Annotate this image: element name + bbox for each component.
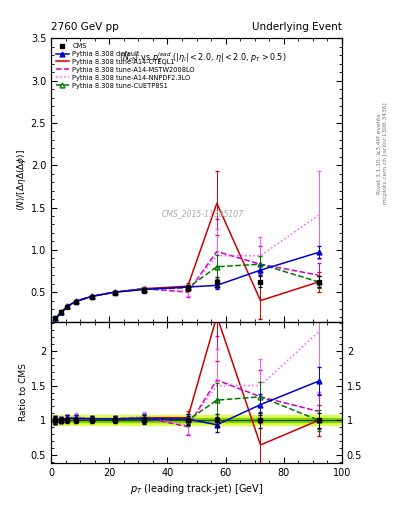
Pythia 8.308 tune-A14-NNPDF2.3LO — [73, 297, 78, 304]
Pythia 8.308 tune-A14-NNPDF2.3LO — [113, 289, 118, 295]
Pythia 8.308 tune-CUETP8S1 — [215, 264, 219, 270]
Line: Pythia 8.308 tune-A14-MSTW2008LO: Pythia 8.308 tune-A14-MSTW2008LO — [55, 251, 319, 318]
Pythia 8.308 default — [73, 298, 78, 305]
Pythia 8.308 tune-A14-NNPDF2.3LO — [90, 293, 94, 300]
Pythia 8.308 tune-A14-MSTW2008LO — [185, 289, 190, 295]
Pythia 8.308 tune-A14-CTEQL1 — [59, 309, 64, 315]
Y-axis label: Ratio to CMS: Ratio to CMS — [19, 364, 28, 421]
Pythia 8.308 tune-A14-MSTW2008LO — [59, 309, 64, 315]
Pythia 8.308 tune-A14-CTEQL1 — [73, 298, 78, 305]
Pythia 8.308 tune-A14-MSTW2008LO — [215, 248, 219, 254]
Pythia 8.308 tune-CUETP8S1 — [59, 309, 64, 315]
Pythia 8.308 tune-CUETP8S1 — [142, 286, 147, 292]
Pythia 8.308 tune-A14-NNPDF2.3LO — [258, 252, 263, 259]
Text: 2760 GeV pp: 2760 GeV pp — [51, 22, 119, 32]
Pythia 8.308 tune-A14-CTEQL1 — [53, 315, 58, 322]
Pythia 8.308 default — [113, 289, 118, 295]
Pythia 8.308 tune-A14-MSTW2008LO — [90, 293, 94, 300]
Bar — [51, 418, 342, 422]
Text: Rivet 3.1.10, ≥3.4M events: Rivet 3.1.10, ≥3.4M events — [377, 113, 382, 194]
Pythia 8.308 tune-CUETP8S1 — [316, 279, 321, 285]
Pythia 8.308 tune-A14-NNPDF2.3LO — [59, 309, 64, 315]
Pythia 8.308 tune-A14-MSTW2008LO — [65, 304, 70, 310]
Pythia 8.308 tune-A14-NNPDF2.3LO — [53, 315, 58, 322]
Pythia 8.308 tune-A14-MSTW2008LO — [142, 286, 147, 292]
Pythia 8.308 tune-A14-CTEQL1 — [316, 279, 321, 285]
Pythia 8.308 tune-A14-CTEQL1 — [215, 200, 219, 206]
Pythia 8.308 default — [316, 249, 321, 255]
Line: Pythia 8.308 tune-A14-NNPDF2.3LO: Pythia 8.308 tune-A14-NNPDF2.3LO — [55, 215, 319, 318]
Pythia 8.308 tune-A14-CTEQL1 — [113, 289, 118, 295]
Pythia 8.308 tune-CUETP8S1 — [90, 293, 94, 300]
Pythia 8.308 default — [53, 315, 58, 322]
Pythia 8.308 default — [90, 293, 94, 300]
Pythia 8.308 tune-A14-CTEQL1 — [142, 286, 147, 292]
Pythia 8.308 tune-A14-MSTW2008LO — [73, 298, 78, 305]
X-axis label: $p_T$ (leading track-jet) [GeV]: $p_T$ (leading track-jet) [GeV] — [130, 482, 263, 497]
Pythia 8.308 default — [65, 304, 70, 310]
Text: mcplots.cern.ch [arXiv:1306.3436]: mcplots.cern.ch [arXiv:1306.3436] — [383, 103, 387, 204]
Text: Underlying Event: Underlying Event — [252, 22, 342, 32]
Pythia 8.308 tune-A14-CTEQL1 — [258, 297, 263, 304]
Pythia 8.308 tune-A14-MSTW2008LO — [316, 272, 321, 278]
Pythia 8.308 tune-A14-NNPDF2.3LO — [316, 212, 321, 218]
Line: Pythia 8.308 tune-A14-CTEQL1: Pythia 8.308 tune-A14-CTEQL1 — [55, 203, 319, 318]
Pythia 8.308 tune-A14-NNPDF2.3LO — [65, 304, 70, 310]
Pythia 8.308 tune-CUETP8S1 — [113, 289, 118, 295]
Pythia 8.308 tune-CUETP8S1 — [53, 315, 58, 322]
Pythia 8.308 default — [59, 309, 64, 315]
Pythia 8.308 tune-A14-NNPDF2.3LO — [215, 252, 219, 259]
Pythia 8.308 tune-CUETP8S1 — [65, 304, 70, 310]
Pythia 8.308 tune-CUETP8S1 — [258, 261, 263, 267]
Line: Pythia 8.308 default: Pythia 8.308 default — [53, 250, 321, 321]
Pythia 8.308 tune-A14-CTEQL1 — [185, 283, 190, 289]
Pythia 8.308 default — [258, 267, 263, 273]
Pythia 8.308 tune-CUETP8S1 — [185, 285, 190, 291]
Pythia 8.308 default — [185, 284, 190, 290]
Pythia 8.308 tune-CUETP8S1 — [73, 298, 78, 305]
Pythia 8.308 tune-A14-MSTW2008LO — [258, 261, 263, 267]
Text: CMS_2015-11385107: CMS_2015-11385107 — [161, 209, 243, 219]
Pythia 8.308 default — [142, 287, 147, 293]
Bar — [51, 415, 342, 425]
Pythia 8.308 default — [215, 282, 219, 288]
Pythia 8.308 tune-A14-MSTW2008LO — [53, 315, 58, 322]
Pythia 8.308 tune-A14-NNPDF2.3LO — [142, 285, 147, 291]
Line: Pythia 8.308 tune-CUETP8S1: Pythia 8.308 tune-CUETP8S1 — [53, 262, 321, 321]
Pythia 8.308 tune-A14-MSTW2008LO — [113, 289, 118, 295]
Legend: CMS, Pythia 8.308 default, Pythia 8.308 tune-A14-CTEQL1, Pythia 8.308 tune-A14-M: CMS, Pythia 8.308 default, Pythia 8.308 … — [54, 42, 196, 90]
Text: $\langle N_{ch}\rangle$ vs $p_T^{lead}$ ($|\eta_l|<2.0$, $\eta|<2.0$, $p_T>0.5$): $\langle N_{ch}\rangle$ vs $p_T^{lead}$ … — [119, 50, 286, 65]
Pythia 8.308 tune-A14-CTEQL1 — [65, 304, 70, 310]
Pythia 8.308 tune-A14-CTEQL1 — [90, 293, 94, 300]
Pythia 8.308 tune-A14-NNPDF2.3LO — [185, 288, 190, 294]
Y-axis label: $\langle N\rangle/[\Delta\eta\Delta(\Delta\phi)]$: $\langle N\rangle/[\Delta\eta\Delta(\Del… — [15, 149, 28, 211]
